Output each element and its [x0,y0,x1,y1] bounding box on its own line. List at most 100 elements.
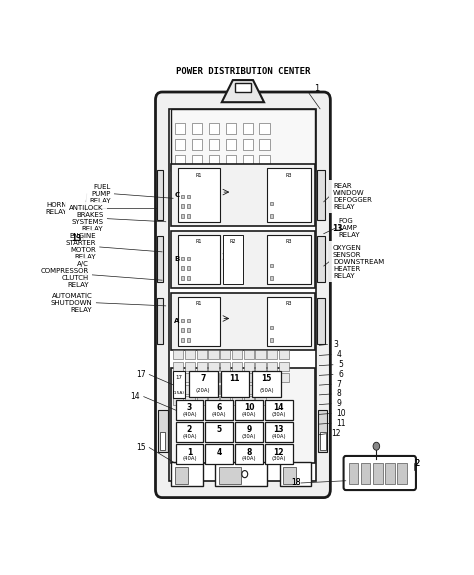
Bar [244,385,254,393]
Text: R2: R2 [230,239,237,244]
Bar [226,122,236,133]
Text: REAR
WINDOW
DEFOGGER
RELAY: REAR WINDOW DEFOGGER RELAY [333,183,372,210]
Bar [265,422,292,442]
Bar [259,155,270,166]
Bar [271,202,273,205]
Bar [255,373,266,382]
Bar [259,122,270,133]
Text: 3: 3 [333,340,338,349]
Bar [373,463,383,484]
Bar [220,371,249,397]
Bar [209,122,219,133]
Text: 11: 11 [337,419,346,428]
FancyBboxPatch shape [344,456,416,490]
Bar [192,155,202,166]
Bar [187,328,191,332]
Text: R1: R1 [196,301,202,306]
Text: (15A): (15A) [173,392,185,395]
Text: (40A): (40A) [182,457,197,461]
Bar [232,373,242,382]
Bar [189,371,218,397]
Text: 17: 17 [175,375,182,380]
Bar [209,139,219,150]
Bar [160,432,165,450]
Bar [175,139,185,150]
Bar [156,298,163,344]
Bar [171,164,315,226]
FancyBboxPatch shape [155,92,330,497]
Text: 5: 5 [338,361,343,369]
Bar [156,170,163,220]
Bar [187,319,191,322]
Bar [209,396,219,405]
Text: B: B [174,256,180,262]
Bar [271,326,273,329]
Bar [173,362,183,370]
Bar [205,400,233,420]
Text: FUEL
PUMP
RELAY: FUEL PUMP RELAY [89,184,110,204]
Bar [209,362,219,370]
Text: R1: R1 [196,239,202,244]
Text: (40A): (40A) [182,412,197,417]
Bar [181,214,184,218]
Bar [232,362,242,370]
Text: A: A [174,319,180,324]
Bar [173,396,183,405]
Text: 2: 2 [415,458,420,467]
Bar [280,462,311,486]
Bar [175,467,188,484]
Bar [232,396,242,405]
Bar [244,350,254,359]
Bar [279,350,289,359]
Text: 1: 1 [187,447,192,457]
Bar [197,385,207,393]
Text: 7: 7 [201,374,206,384]
Bar [197,373,207,382]
Bar [259,139,270,150]
Bar [176,400,203,420]
Text: A/C
COMPRESSOR
CLUTCH
RELAY: A/C COMPRESSOR CLUTCH RELAY [40,262,89,289]
Bar [385,463,395,484]
Bar [243,139,253,150]
Text: 17: 17 [136,370,146,379]
Circle shape [373,442,380,450]
Bar [265,444,292,465]
Text: 12: 12 [273,447,284,457]
Bar [171,231,315,288]
Bar [320,432,326,450]
Bar [265,400,292,420]
Bar [187,276,191,280]
Bar [175,155,185,166]
Bar [244,373,254,382]
Text: 13: 13 [273,426,284,435]
Text: OXYGEN
SENSOR
DOWNSTREAM
HEATER
RELAY: OXYGEN SENSOR DOWNSTREAM HEATER RELAY [333,244,384,279]
Bar [267,235,311,284]
Text: 2: 2 [415,458,420,467]
Bar [181,266,184,270]
Bar [271,276,273,280]
Bar [185,396,195,405]
Bar [209,350,219,359]
Bar [181,205,184,208]
Text: 10: 10 [244,403,254,412]
Text: (40A): (40A) [272,434,286,439]
Bar [349,463,358,484]
Text: FOG
LAMP
RELAY: FOG LAMP RELAY [338,218,360,239]
Bar [185,373,195,382]
Bar [317,170,325,220]
Bar [279,362,289,370]
Bar [171,462,202,486]
Bar [255,385,266,393]
Text: 13: 13 [332,224,343,233]
Bar [220,385,230,393]
Text: 18: 18 [292,478,301,488]
Bar [243,122,253,133]
Text: 18: 18 [292,478,301,488]
Text: (30A): (30A) [272,457,286,461]
Bar [235,400,263,420]
Text: 10: 10 [337,409,346,418]
Text: (50A): (50A) [259,388,274,393]
Bar [244,396,254,405]
Text: 14: 14 [130,392,140,401]
Bar [279,373,289,382]
